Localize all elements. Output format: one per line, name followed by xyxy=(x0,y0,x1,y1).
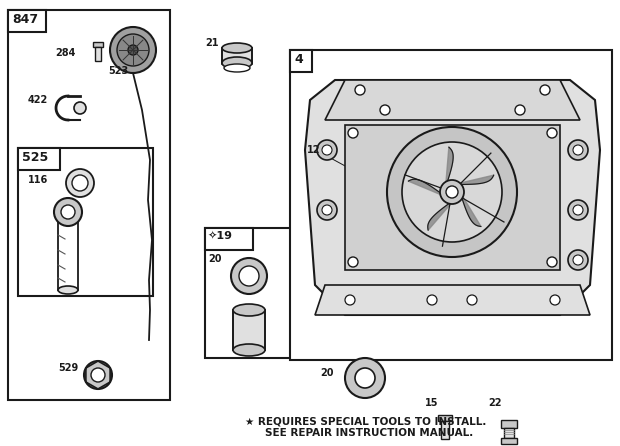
Polygon shape xyxy=(454,175,494,185)
Circle shape xyxy=(91,368,105,382)
Bar xyxy=(290,50,312,72)
Bar xyxy=(501,420,517,428)
Bar xyxy=(233,310,265,350)
Circle shape xyxy=(317,140,337,160)
Circle shape xyxy=(345,295,355,305)
Text: 22: 22 xyxy=(488,398,502,408)
Text: 116: 116 xyxy=(28,175,48,185)
Circle shape xyxy=(550,295,560,305)
Polygon shape xyxy=(325,80,580,120)
Circle shape xyxy=(317,200,337,220)
Bar xyxy=(8,10,46,32)
Circle shape xyxy=(348,257,358,267)
Circle shape xyxy=(54,198,82,226)
Circle shape xyxy=(74,102,86,114)
Text: 525: 525 xyxy=(22,151,48,164)
Ellipse shape xyxy=(58,286,78,294)
Circle shape xyxy=(72,175,88,191)
Bar xyxy=(95,47,101,61)
Ellipse shape xyxy=(233,304,265,316)
Circle shape xyxy=(66,169,94,197)
Circle shape xyxy=(440,180,464,204)
Text: 21: 21 xyxy=(205,38,218,48)
Circle shape xyxy=(348,128,358,138)
Circle shape xyxy=(547,128,557,138)
Bar xyxy=(504,428,514,438)
Circle shape xyxy=(231,258,267,294)
Circle shape xyxy=(61,205,75,219)
Circle shape xyxy=(467,295,477,305)
Polygon shape xyxy=(305,80,600,315)
Circle shape xyxy=(402,142,502,242)
Circle shape xyxy=(515,105,525,115)
Bar xyxy=(290,50,612,360)
Ellipse shape xyxy=(233,344,265,356)
Bar xyxy=(205,228,253,250)
Ellipse shape xyxy=(222,57,252,69)
Circle shape xyxy=(322,145,332,155)
Ellipse shape xyxy=(224,64,250,72)
Text: ★ REQUIRES SPECIAL TOOLS TO INSTALL.: ★ REQUIRES SPECIAL TOOLS TO INSTALL. xyxy=(245,416,486,426)
Circle shape xyxy=(568,200,588,220)
Text: 4: 4 xyxy=(294,53,303,66)
Text: 523: 523 xyxy=(108,66,128,76)
Polygon shape xyxy=(460,192,481,227)
Circle shape xyxy=(573,255,583,265)
Polygon shape xyxy=(446,147,453,187)
Text: 529: 529 xyxy=(58,363,78,373)
Circle shape xyxy=(568,250,588,270)
Circle shape xyxy=(380,105,390,115)
Circle shape xyxy=(128,45,138,55)
Bar xyxy=(93,42,103,47)
Circle shape xyxy=(427,295,437,305)
Ellipse shape xyxy=(222,43,252,53)
Circle shape xyxy=(387,127,517,257)
Circle shape xyxy=(355,368,375,388)
Bar xyxy=(222,48,252,64)
Text: 20: 20 xyxy=(208,254,221,264)
Bar xyxy=(501,438,517,444)
Circle shape xyxy=(568,140,588,160)
Bar xyxy=(345,125,560,270)
Circle shape xyxy=(573,145,583,155)
Circle shape xyxy=(84,361,112,389)
Text: 15: 15 xyxy=(425,398,438,408)
Text: eReplacementParts.com: eReplacementParts.com xyxy=(322,295,458,305)
Polygon shape xyxy=(428,200,454,230)
Text: SEE REPAIR INSTRUCTION MANUAL.: SEE REPAIR INSTRUCTION MANUAL. xyxy=(265,428,473,438)
Text: ✧19: ✧19 xyxy=(208,231,233,241)
Bar xyxy=(18,148,60,170)
Bar xyxy=(18,148,153,296)
Text: 284: 284 xyxy=(55,48,76,58)
Bar xyxy=(8,10,170,400)
Circle shape xyxy=(573,205,583,215)
Circle shape xyxy=(446,186,458,198)
Circle shape xyxy=(355,85,365,95)
Text: 422: 422 xyxy=(28,95,48,105)
Bar xyxy=(438,415,452,421)
Bar xyxy=(441,421,449,439)
Polygon shape xyxy=(409,179,446,197)
Circle shape xyxy=(110,27,156,73)
Text: 12: 12 xyxy=(307,145,321,155)
Polygon shape xyxy=(315,285,590,315)
Text: 847: 847 xyxy=(12,13,38,26)
Circle shape xyxy=(239,266,259,286)
Circle shape xyxy=(117,34,149,66)
Bar xyxy=(205,228,293,358)
Circle shape xyxy=(345,358,385,398)
Text: 20: 20 xyxy=(320,368,334,378)
Circle shape xyxy=(547,257,557,267)
Circle shape xyxy=(540,85,550,95)
Circle shape xyxy=(322,205,332,215)
